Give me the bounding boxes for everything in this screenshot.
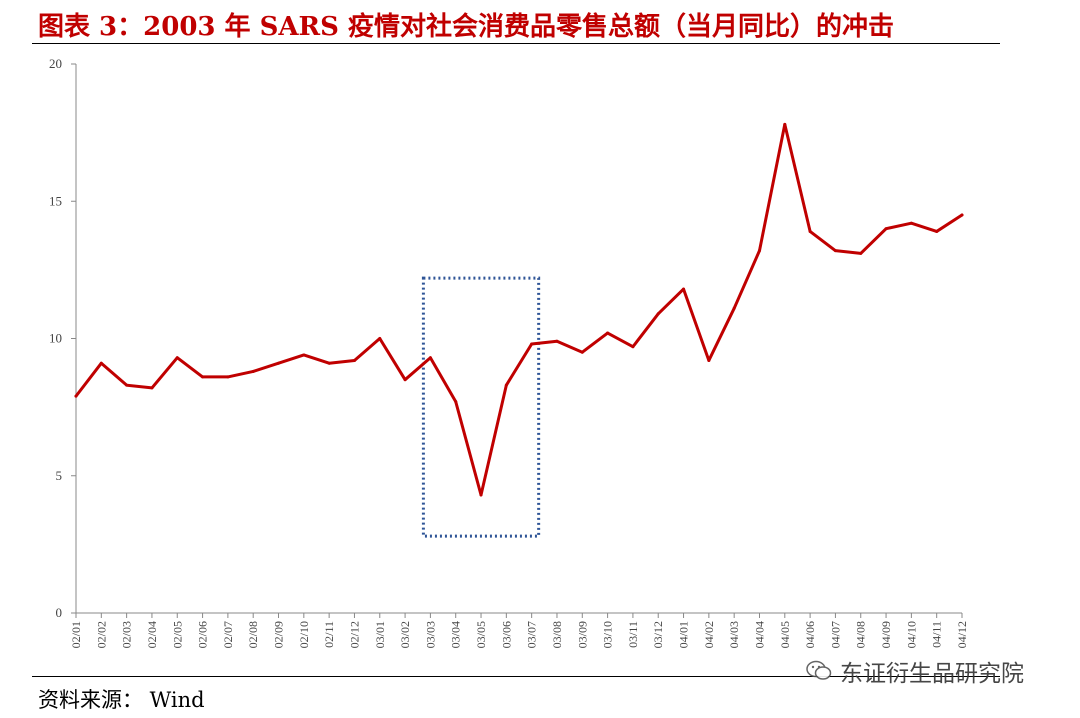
data-point bbox=[125, 383, 129, 387]
x-tick-label: 04/06 bbox=[803, 621, 817, 648]
source-note: 资料来源： Wind bbox=[38, 688, 205, 712]
data-point bbox=[74, 394, 78, 398]
data-point bbox=[428, 356, 432, 360]
x-tick-label: 03/08 bbox=[550, 621, 564, 648]
x-tick-label: 02/04 bbox=[145, 621, 159, 648]
data-point bbox=[378, 337, 382, 340]
x-tick-label: 03/03 bbox=[423, 621, 437, 648]
data-point bbox=[606, 331, 610, 335]
data-point bbox=[175, 356, 179, 360]
series-line bbox=[74, 122, 964, 497]
x-tick-label: 03/02 bbox=[398, 621, 412, 648]
data-point bbox=[530, 342, 534, 346]
data-point bbox=[656, 312, 660, 316]
x-tick-label: 04/11 bbox=[930, 621, 944, 648]
data-point bbox=[403, 378, 407, 382]
x-tick-label: 04/08 bbox=[854, 621, 868, 648]
watermark-text: 东证衍生品研究院 bbox=[840, 661, 1024, 687]
y-tick-label: 5 bbox=[56, 468, 63, 483]
data-point bbox=[707, 358, 711, 362]
x-tick-label: 04/01 bbox=[677, 621, 691, 648]
title-divider bbox=[32, 43, 1000, 44]
x-tick-label: 02/12 bbox=[347, 621, 361, 648]
data-point bbox=[833, 249, 837, 253]
data-point bbox=[99, 361, 103, 365]
x-tick-label: 04/03 bbox=[727, 621, 741, 648]
data-point bbox=[504, 383, 508, 387]
data-point bbox=[454, 400, 458, 404]
x-tick-label: 04/07 bbox=[828, 621, 842, 648]
x-tick-label: 04/02 bbox=[702, 621, 716, 648]
data-point bbox=[580, 350, 584, 354]
data-point bbox=[302, 353, 306, 357]
x-tick-label: 02/03 bbox=[120, 621, 134, 648]
footer-divider bbox=[32, 676, 1000, 677]
x-tick-label: 04/05 bbox=[778, 621, 792, 648]
x-tick-label: 03/09 bbox=[575, 621, 589, 648]
data-point bbox=[909, 221, 913, 225]
x-axis: 02/01 02/02 02/03 02/04 02/05 02/06 02/07 02/08… bbox=[69, 612, 969, 648]
x-tick-label: 02/10 bbox=[297, 621, 311, 648]
y-tick-label: 10 bbox=[49, 331, 62, 346]
x-tick-label: 04/09 bbox=[879, 621, 893, 648]
wechat-icon bbox=[806, 660, 832, 680]
x-tick-label: 02/02 bbox=[94, 621, 108, 648]
data-point bbox=[783, 122, 787, 126]
x-tick-label: 04/10 bbox=[904, 621, 918, 648]
x-tick-label: 03/04 bbox=[449, 621, 463, 648]
x-tick-label: 02/08 bbox=[246, 621, 260, 648]
x-tick-label: 03/10 bbox=[601, 621, 615, 648]
data-point bbox=[352, 358, 356, 362]
data-point bbox=[757, 249, 761, 253]
y-axis: 0 5 10 15 20 bbox=[49, 56, 77, 620]
x-tick-label: 02/06 bbox=[196, 621, 210, 648]
x-tick-label: 03/06 bbox=[499, 621, 513, 648]
x-tick-label: 03/12 bbox=[651, 621, 665, 648]
series-layer bbox=[74, 122, 964, 497]
x-tick-label: 03/05 bbox=[474, 621, 488, 648]
x-tick-label: 04/04 bbox=[752, 621, 766, 648]
data-point bbox=[251, 369, 255, 373]
data-point bbox=[555, 339, 559, 343]
data-point bbox=[808, 229, 812, 233]
x-tick-label: 02/05 bbox=[170, 621, 184, 648]
data-point bbox=[682, 287, 686, 291]
y-tick-label: 0 bbox=[56, 605, 63, 620]
y-tick-label: 20 bbox=[49, 56, 62, 71]
data-point bbox=[277, 361, 281, 365]
x-tick-label: 03/01 bbox=[373, 621, 387, 648]
data-point bbox=[150, 386, 154, 390]
x-tick-label: 02/09 bbox=[272, 621, 286, 648]
x-tick-label: 03/07 bbox=[525, 621, 539, 648]
data-point bbox=[226, 375, 230, 379]
data-point bbox=[859, 251, 863, 255]
data-point bbox=[732, 306, 736, 310]
highlight-box bbox=[421, 276, 541, 538]
x-tick-label: 02/07 bbox=[221, 621, 235, 648]
chart-title: 图表 3：2003 年 SARS 疫情对社会消费品零售总额（当月同比）的冲击 bbox=[38, 12, 894, 42]
x-tick-label: 03/11 bbox=[626, 621, 640, 648]
data-point bbox=[479, 493, 483, 497]
data-point bbox=[960, 213, 964, 217]
annotation-layer bbox=[421, 276, 541, 538]
watermark: 东证衍生品研究院 bbox=[806, 654, 1024, 688]
x-tick-label: 02/01 bbox=[69, 621, 83, 648]
x-tick-label: 02/11 bbox=[322, 621, 336, 648]
data-point bbox=[327, 361, 331, 365]
data-point bbox=[884, 227, 888, 231]
x-tick-label: 04/12 bbox=[955, 621, 969, 648]
y-tick-label: 15 bbox=[49, 193, 62, 208]
data-point bbox=[631, 345, 635, 349]
data-point bbox=[935, 229, 939, 233]
data-point bbox=[201, 375, 205, 379]
